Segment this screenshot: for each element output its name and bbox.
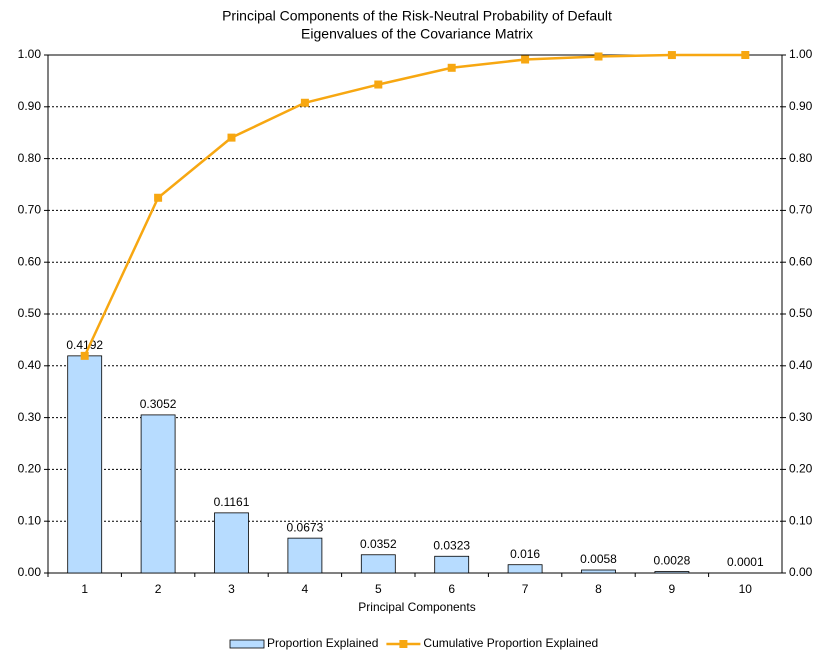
- y2-tick-label: 0.60: [789, 254, 813, 268]
- bar: [214, 512, 249, 574]
- marker: [227, 133, 236, 142]
- y-tick-label: 0.20: [18, 462, 42, 476]
- y-tick-label: 0.00: [18, 565, 42, 579]
- data-label: 0.0352: [360, 537, 397, 551]
- data-label: 0.0323: [433, 538, 470, 552]
- x-tick-label: 1: [81, 582, 88, 596]
- marker: [667, 51, 676, 60]
- x-axis-label: Principal Components: [358, 600, 475, 614]
- x-tick-label: 3: [228, 582, 235, 596]
- marker: [154, 193, 163, 202]
- y2-tick-label: 0.80: [789, 151, 813, 165]
- y-tick-label: 0.50: [18, 306, 42, 320]
- legend-swatch: [399, 640, 408, 648]
- data-label: 0.0058: [580, 552, 617, 566]
- legend-label: Proportion Explained: [267, 636, 378, 650]
- marker: [447, 63, 456, 72]
- marker: [374, 80, 383, 89]
- data-label: 0.0673: [287, 520, 324, 534]
- bar: [507, 564, 543, 574]
- y-tick-label: 0.70: [18, 203, 42, 217]
- data-label: 0.016: [510, 547, 540, 561]
- y-tick-label: 0.40: [18, 358, 42, 372]
- bar: [434, 555, 470, 574]
- x-tick-label: 4: [302, 582, 309, 596]
- y-tick-label: 1.00: [18, 47, 42, 61]
- marker: [741, 51, 750, 59]
- bar: [360, 554, 396, 574]
- x-tick-label: 2: [155, 582, 162, 596]
- legend-label: Cumulative Proportion Explained: [423, 636, 598, 650]
- x-tick-label: 6: [448, 582, 455, 596]
- data-label: 0.3052: [140, 397, 177, 411]
- y2-tick-label: 0.30: [789, 410, 813, 424]
- legend-swatch: [229, 639, 265, 649]
- marker: [594, 52, 603, 61]
- y2-tick-label: 0.20: [789, 462, 813, 476]
- y2-tick-label: 0.00: [789, 565, 813, 579]
- y-tick-label: 0.80: [18, 151, 42, 165]
- data-label: 0.0028: [654, 554, 691, 568]
- x-tick-label: 5: [375, 582, 382, 596]
- y2-tick-label: 1.00: [789, 47, 813, 61]
- data-label: 0.1161: [214, 495, 250, 509]
- x-tick-label: 8: [595, 582, 602, 596]
- bar: [581, 569, 616, 574]
- bar: [287, 537, 323, 574]
- bar: [140, 414, 176, 574]
- y2-tick-label: 0.10: [789, 513, 813, 527]
- chart-title: Principal Components of the Risk-Neutral…: [222, 8, 612, 24]
- y-tick-label: 0.30: [18, 410, 42, 424]
- chart-subtitle: Eigenvalues of the Covariance Matrix: [301, 26, 533, 42]
- marker: [80, 351, 89, 360]
- marker: [521, 55, 530, 64]
- data-label: 0.4192: [66, 338, 103, 352]
- x-tick-label: 10: [739, 582, 753, 596]
- y2-tick-label: 0.50: [789, 306, 813, 320]
- y-tick-label: 0.60: [18, 254, 42, 268]
- y-tick-label: 0.90: [18, 99, 42, 113]
- data-label: 0.0001: [727, 555, 764, 569]
- y2-tick-label: 0.70: [789, 203, 813, 217]
- x-tick-label: 9: [669, 582, 676, 596]
- line: [83, 53, 746, 357]
- bar: [67, 355, 103, 574]
- y-tick-label: 0.10: [18, 513, 42, 527]
- x-tick-label: 7: [522, 582, 529, 596]
- y2-tick-label: 0.40: [789, 358, 813, 372]
- bar: [654, 571, 690, 574]
- marker: [300, 98, 309, 107]
- y2-tick-label: 0.90: [789, 99, 813, 113]
